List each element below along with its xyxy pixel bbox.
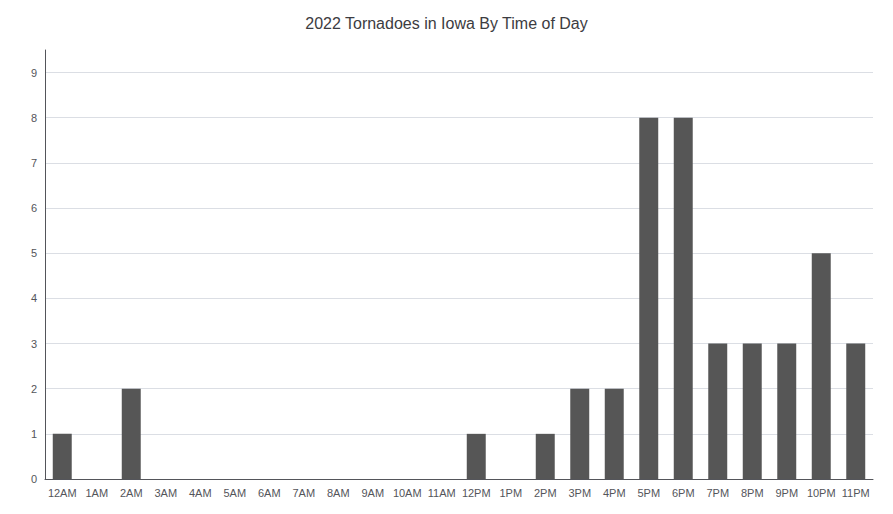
svg-text:2AM: 2AM (120, 487, 143, 499)
svg-text:2: 2 (31, 383, 37, 395)
svg-text:3PM: 3PM (568, 487, 591, 499)
svg-text:0: 0 (31, 473, 37, 485)
svg-text:6AM: 6AM (258, 487, 281, 499)
svg-text:1: 1 (31, 428, 37, 440)
svg-text:4AM: 4AM (189, 487, 212, 499)
svg-text:4: 4 (31, 292, 37, 304)
svg-text:2PM: 2PM (534, 487, 557, 499)
svg-text:9AM: 9AM (361, 487, 384, 499)
svg-text:6PM: 6PM (672, 487, 695, 499)
svg-text:1PM: 1PM (499, 487, 522, 499)
svg-text:5: 5 (31, 247, 37, 259)
svg-text:5AM: 5AM (223, 487, 246, 499)
svg-text:1AM: 1AM (85, 487, 108, 499)
svg-text:9PM: 9PM (775, 487, 798, 499)
svg-text:3AM: 3AM (154, 487, 177, 499)
svg-text:12PM: 12PM (462, 487, 491, 499)
svg-text:7PM: 7PM (706, 487, 729, 499)
svg-text:7AM: 7AM (292, 487, 315, 499)
svg-text:11PM: 11PM (842, 487, 870, 499)
svg-text:2022 Tornadoes in Iowa By Time: 2022 Tornadoes in Iowa By Time of Day (305, 15, 588, 32)
svg-text:10PM: 10PM (807, 487, 836, 499)
svg-text:12AM: 12AM (48, 487, 77, 499)
svg-text:4PM: 4PM (603, 487, 626, 499)
svg-text:10AM: 10AM (393, 487, 422, 499)
svg-text:8AM: 8AM (327, 487, 350, 499)
svg-text:11AM: 11AM (428, 487, 456, 499)
svg-text:3: 3 (31, 338, 37, 350)
svg-text:7: 7 (31, 157, 37, 169)
svg-text:9: 9 (31, 67, 37, 79)
svg-text:6: 6 (31, 202, 37, 214)
svg-text:8PM: 8PM (741, 487, 764, 499)
svg-text:8: 8 (31, 112, 37, 124)
svg-text:5PM: 5PM (637, 487, 660, 499)
